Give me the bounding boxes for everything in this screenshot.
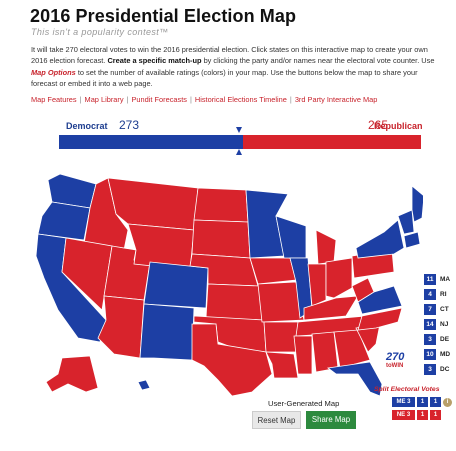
- state-louisiana[interactable]: [265, 351, 299, 379]
- link-third-party-map[interactable]: 3rd Party Interactive Map: [294, 95, 378, 104]
- state-florida[interactable]: [326, 361, 383, 396]
- state-new-york[interactable]: [355, 219, 405, 259]
- split-row-nebraska: NE 3 1 1: [392, 410, 441, 420]
- small-state-ma[interactable]: 11 MA: [424, 273, 454, 286]
- small-state-votes[interactable]: 11: [424, 274, 436, 285]
- state-mississippi[interactable]: [293, 335, 313, 375]
- small-state-dc[interactable]: 3 DC: [424, 363, 454, 376]
- small-state-md[interactable]: 10 MD: [424, 348, 454, 361]
- democrat-votes: 273: [119, 118, 140, 132]
- democrat-bar-segment: [59, 135, 243, 149]
- split-row-maine: ME 3 1 1 i: [392, 397, 452, 407]
- state-south-dakota[interactable]: [191, 219, 251, 259]
- state-north-carolina[interactable]: [357, 307, 403, 331]
- 270-marker-bottom-icon: [236, 149, 242, 155]
- small-state-abbr: DC: [440, 366, 450, 373]
- split-maine-other[interactable]: 1: [430, 397, 441, 407]
- state-georgia[interactable]: [333, 329, 371, 369]
- small-state-abbr: DE: [440, 336, 450, 343]
- state-kansas[interactable]: [205, 283, 263, 321]
- user-generated-map-label: User-Generated Map: [268, 399, 340, 408]
- intro-part-1: It will take 270 electoral votes to win …: [31, 45, 428, 66]
- 270towin-logo: 270 toWIN: [386, 352, 414, 372]
- state-north-dakota[interactable]: [193, 187, 249, 223]
- small-state-ri[interactable]: 4 RI: [424, 288, 454, 301]
- state-maine[interactable]: [411, 185, 423, 223]
- state-hawaii[interactable]: [137, 379, 151, 391]
- split-nebraska-rep[interactable]: 1: [417, 410, 428, 420]
- small-state-votes[interactable]: 10: [424, 349, 436, 360]
- logo-number: 270: [386, 351, 405, 363]
- state-alabama[interactable]: [311, 331, 339, 373]
- split-maine-dem[interactable]: 1: [417, 397, 428, 407]
- small-state-abbr: CT: [440, 306, 449, 313]
- us-map[interactable]: [28, 160, 423, 396]
- state-texas[interactable]: [191, 323, 273, 396]
- small-state-votes[interactable]: 7: [424, 304, 436, 315]
- page-title: 2016 Presidential Election Map: [30, 6, 297, 26]
- state-vermont-nh[interactable]: [397, 209, 415, 235]
- republican-votes: 265: [368, 118, 389, 132]
- 270-marker-top-icon: [236, 127, 242, 133]
- small-state-votes[interactable]: 3: [424, 334, 436, 345]
- state-indiana[interactable]: [307, 263, 327, 307]
- nav-links: Map Features | Map Library | Pundit Forecast…: [31, 95, 377, 104]
- democrat-label[interactable]: Democrat: [66, 121, 108, 131]
- split-nebraska-other[interactable]: 1: [430, 410, 441, 420]
- state-nevada[interactable]: [61, 237, 113, 311]
- small-state-nj[interactable]: 14 NJ: [424, 318, 454, 331]
- share-map-button[interactable]: Share Map: [306, 411, 356, 429]
- state-iowa[interactable]: [249, 257, 297, 285]
- logo-text: toWIN: [386, 363, 404, 369]
- intro-bold: Create a specific match-up: [107, 56, 202, 66]
- state-colorado[interactable]: [143, 261, 209, 309]
- small-state-de[interactable]: 3 DE: [424, 333, 454, 346]
- small-state-abbr: MD: [440, 351, 451, 358]
- small-state-ct[interactable]: 7 CT: [424, 303, 454, 316]
- republican-bar-segment: [242, 135, 421, 149]
- state-alaska[interactable]: [45, 355, 99, 393]
- state-new-england-south[interactable]: [403, 231, 421, 249]
- small-state-votes[interactable]: 3: [424, 364, 436, 375]
- split-nebraska-label: NE 3: [392, 410, 415, 420]
- state-michigan[interactable]: [315, 229, 337, 265]
- small-states-panel: 11 MA 4 RI 7 CT 14 NJ 3 DE 10 MD 3 DC: [424, 273, 454, 378]
- small-state-abbr: MA: [440, 276, 451, 283]
- link-pundit-forecasts[interactable]: Pundit Forecasts: [131, 95, 187, 104]
- state-new-mexico[interactable]: [139, 303, 195, 361]
- electoral-vote-bar: [59, 135, 421, 149]
- reset-map-button[interactable]: Reset Map: [252, 411, 301, 429]
- link-historical-timeline[interactable]: Historical Elections Timeline: [194, 95, 287, 104]
- link-map-features[interactable]: Map Features: [31, 95, 77, 104]
- map-options-link[interactable]: Map Options: [31, 67, 76, 77]
- link-map-library[interactable]: Map Library: [84, 95, 124, 104]
- link-separator: |: [189, 95, 192, 104]
- split-electoral-votes-title: Split Electoral Votes: [374, 386, 440, 393]
- state-virginia[interactable]: [357, 285, 403, 315]
- intro-part-3: to set the number of available ratings (…: [31, 67, 418, 89]
- state-arizona[interactable]: [97, 295, 145, 359]
- intro-part-2: by clicking the party and/or names near …: [203, 56, 435, 66]
- split-maine-label: ME 3: [392, 397, 415, 407]
- state-arkansas[interactable]: [263, 321, 299, 353]
- state-ohio[interactable]: [325, 257, 353, 299]
- link-separator: |: [289, 95, 292, 104]
- small-state-abbr: RI: [440, 291, 447, 298]
- link-separator: |: [79, 95, 82, 104]
- intro-text: It will take 270 electoral votes to win …: [31, 44, 436, 90]
- state-oregon[interactable]: [37, 201, 91, 241]
- state-kentucky[interactable]: [303, 295, 359, 321]
- small-state-votes[interactable]: 4: [424, 289, 436, 300]
- link-separator: |: [126, 95, 129, 104]
- page-subtitle: This isn't a popularity contest™: [31, 27, 169, 37]
- republican-label[interactable]: Republican: [374, 121, 423, 131]
- small-state-votes[interactable]: 14: [424, 319, 436, 330]
- small-state-abbr: NJ: [440, 321, 449, 328]
- info-icon[interactable]: i: [443, 397, 452, 407]
